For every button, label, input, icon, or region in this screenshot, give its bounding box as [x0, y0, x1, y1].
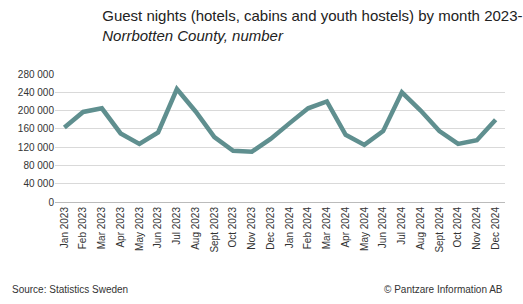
svg-text:Apr 2023: Apr 2023	[115, 207, 126, 248]
svg-text:Jul 2024: Jul 2024	[396, 207, 407, 245]
svg-text:Mar 2023: Mar 2023	[96, 207, 107, 250]
svg-text:40 000: 40 000	[23, 178, 54, 189]
svg-text:Jun 2024: Jun 2024	[377, 207, 388, 249]
svg-text:Nov 2024: Nov 2024	[471, 207, 482, 250]
svg-text:200 000: 200 000	[18, 105, 55, 116]
svg-text:Dec 2023: Dec 2023	[265, 207, 276, 250]
svg-text:May 2023: May 2023	[134, 207, 145, 251]
svg-text:80 000: 80 000	[23, 160, 54, 171]
svg-text:160 000: 160 000	[18, 123, 55, 134]
svg-text:Nov 2023: Nov 2023	[246, 207, 257, 250]
svg-text:Jan 2023: Jan 2023	[59, 207, 70, 249]
svg-text:Sept 2023: Sept 2023	[209, 207, 220, 253]
svg-text:Apr 2024: Apr 2024	[340, 207, 351, 248]
svg-text:240 000: 240 000	[18, 87, 55, 98]
svg-text:280 000: 280 000	[18, 69, 55, 80]
svg-text:Oct 2024: Oct 2024	[452, 207, 463, 248]
svg-text:Dec 2024: Dec 2024	[490, 207, 501, 250]
svg-text:Feb 2024: Feb 2024	[302, 207, 313, 250]
svg-text:Guest nights (hotels, cabins a: Guest nights (hotels, cabins and youth h…	[102, 7, 522, 44]
svg-text:Sept 2024: Sept 2024	[434, 207, 445, 253]
svg-text:Mar 2024: Mar 2024	[321, 207, 332, 250]
svg-text:Feb 2023: Feb 2023	[77, 207, 88, 250]
svg-text:Oct 2023: Oct 2023	[227, 207, 238, 248]
svg-text:© Pantzare Information AB: © Pantzare Information AB	[384, 284, 503, 295]
svg-text:Jan 2024: Jan 2024	[284, 207, 295, 249]
svg-text:Source: Statistics Sweden: Source: Statistics Sweden	[12, 284, 128, 295]
svg-text:Jun 2023: Jun 2023	[152, 207, 163, 249]
svg-text:Aug 2024: Aug 2024	[415, 207, 426, 250]
svg-text:120 000: 120 000	[18, 142, 55, 153]
svg-text:Aug 2023: Aug 2023	[190, 207, 201, 250]
svg-text:Jul 2023: Jul 2023	[171, 207, 182, 245]
svg-text:0: 0	[48, 197, 54, 208]
svg-text:May 2024: May 2024	[359, 207, 370, 251]
